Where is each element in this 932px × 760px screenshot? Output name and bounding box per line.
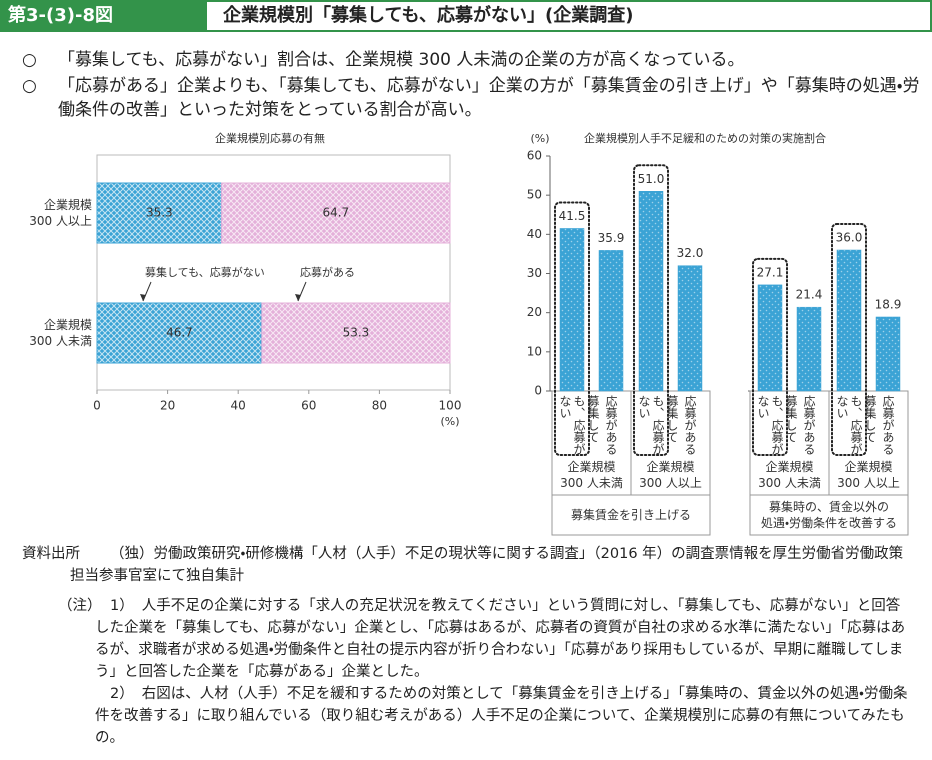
y-tick-label: 0 xyxy=(534,384,542,398)
data-label: 41.5 xyxy=(559,209,586,223)
x-tick-label: 募集しても、応募がない xyxy=(558,395,600,455)
data-label: 35.3 xyxy=(146,206,173,220)
data-label: 53.3 xyxy=(343,326,370,340)
x-axis-unit: (%) xyxy=(440,415,459,428)
chart-title: 企業規模別人手不足緩和のための対策の実施割合 xyxy=(584,131,826,145)
y-tick-label: 企業規模 300 人未満 xyxy=(29,318,92,348)
bar-segment xyxy=(221,182,451,244)
x-tick-label: 募集しても、応募がない xyxy=(835,395,877,455)
y-tick-label: 50 xyxy=(527,188,542,202)
data-label: 46.7 xyxy=(166,326,193,340)
bullet-mark: ○ xyxy=(22,76,37,96)
bar xyxy=(875,316,901,392)
x-tick-label: 80 xyxy=(372,399,387,413)
subgroup-label: 企業規模 300 人未満 xyxy=(758,460,821,490)
x-tick-label: 40 xyxy=(231,399,246,413)
bar xyxy=(796,306,822,392)
note-text: 右図は、人材（人手）不足を緩和するための対策として「募集賃金を引き上げる」「募集… xyxy=(95,686,908,746)
highlight-box xyxy=(752,257,788,456)
legend-arrowhead xyxy=(140,294,146,301)
note: 1） 人手不足の企業に対する「求人の充足状況を教えてください」という質問に対し、「… xyxy=(95,595,913,683)
notes-label: （注） xyxy=(58,598,102,614)
plot-frame xyxy=(96,154,451,391)
subgroup-label: 企業規模 300 人以上 xyxy=(639,460,702,490)
y-tick-label: 10 xyxy=(527,344,542,358)
highlight-box xyxy=(554,201,590,456)
y-tick-label: 60 xyxy=(527,149,542,163)
source-text: （独）労働政策研究・研修機構「人材（人手）不足の現状等に関する調査」（2016 … xyxy=(70,546,904,584)
data-label: 32.0 xyxy=(677,246,704,260)
bullet-mark: ○ xyxy=(22,50,37,70)
note-text: 人手不足の企業に対する「求人の充足状況を教えてください」という質問に対し、「募集… xyxy=(95,598,906,680)
data-label: 18.9 xyxy=(875,297,902,311)
x-tick-label: 100 xyxy=(439,399,462,413)
x-tick-label: 60 xyxy=(301,399,316,413)
highlight-box xyxy=(633,164,669,456)
x-tick-label: 応募がある xyxy=(683,395,697,455)
y-axis-unit: (%) xyxy=(530,132,549,145)
x-tick-label: 応募がある xyxy=(604,395,618,455)
note-num: 2） xyxy=(110,686,134,702)
data-label: 27.1 xyxy=(757,265,784,279)
bullet-text: 「募集しても、応募がない」割合は、企業規模 300 人未満の企業の方が高くなって… xyxy=(58,50,745,70)
legend-arrowhead xyxy=(295,294,301,301)
group-label: 募集賃金を引き上げる xyxy=(570,508,691,522)
bar xyxy=(598,250,624,392)
bar xyxy=(559,228,585,392)
x-tick-label: 応募がある xyxy=(802,395,816,455)
figure-label: 第3-(3)-8図 xyxy=(0,0,205,32)
note-num: 1） xyxy=(110,598,134,614)
subgroup-label: 企業規模 300 人未満 xyxy=(560,460,623,490)
y-tick-label: 40 xyxy=(527,227,542,241)
notes: 1） 人手不足の企業に対する「求人の充足状況を教えてください」という質問に対し、「… xyxy=(95,595,913,749)
y-tick-label: 20 xyxy=(527,305,542,319)
x-tick-label: 募集しても、応募がない xyxy=(637,395,679,455)
bar xyxy=(677,265,703,392)
source: 資料出所 （独）労働政策研究・研修機構「人材（人手）不足の現状等に関する調査」（2… xyxy=(22,543,912,587)
x-tick-label: 募集しても、応募がない xyxy=(756,395,798,455)
data-label: 64.7 xyxy=(322,206,349,220)
group-label: 募集時の、賃金以外の 処遇・労働条件を改善する xyxy=(760,500,898,530)
bar xyxy=(757,284,783,392)
note: 2） 右図は、人材（人手）不足を緩和するための対策として「募集賃金を引き上げる」「… xyxy=(95,683,913,749)
bar xyxy=(836,249,862,392)
figure-title: 企業規模別「募集しても、応募がない」(企業調査) xyxy=(205,0,932,32)
bullet: ○ 「募集しても、応募がない」割合は、企業規模 300 人未満の企業の方が高くなっ… xyxy=(22,48,922,72)
bar xyxy=(638,191,664,392)
bullet: ○ 「応募がある」企業よりも、「募集しても、応募がない」企業の方が「募集賃金の引き… xyxy=(22,74,922,122)
data-label: 35.9 xyxy=(598,231,625,245)
x-tick-label: 応募がある xyxy=(881,395,895,455)
data-label: 36.0 xyxy=(836,231,863,245)
bar-segment xyxy=(261,302,451,364)
chart-title: 企業規模別応募の有無 xyxy=(215,131,325,145)
source-label: 資料出所 xyxy=(22,546,80,562)
subgroup-label: 企業規模 300 人以上 xyxy=(837,460,900,490)
data-label: 51.0 xyxy=(638,172,665,186)
bullet-text: 「応募がある」企業よりも、「募集しても、応募がない」企業の方が「募集賃金の引き上… xyxy=(58,76,920,120)
data-label: 21.4 xyxy=(796,288,823,302)
y-tick-label: 企業規模 300 人以上 xyxy=(29,198,92,228)
highlight-box xyxy=(831,223,867,456)
bar-segment xyxy=(96,302,263,364)
y-tick-label: 30 xyxy=(527,266,542,280)
x-tick-label: 20 xyxy=(160,399,175,413)
legend-label: 応募がある xyxy=(300,265,355,279)
legend-label: 募集しても、応募がない xyxy=(145,265,265,279)
x-tick-label: 0 xyxy=(93,399,101,413)
